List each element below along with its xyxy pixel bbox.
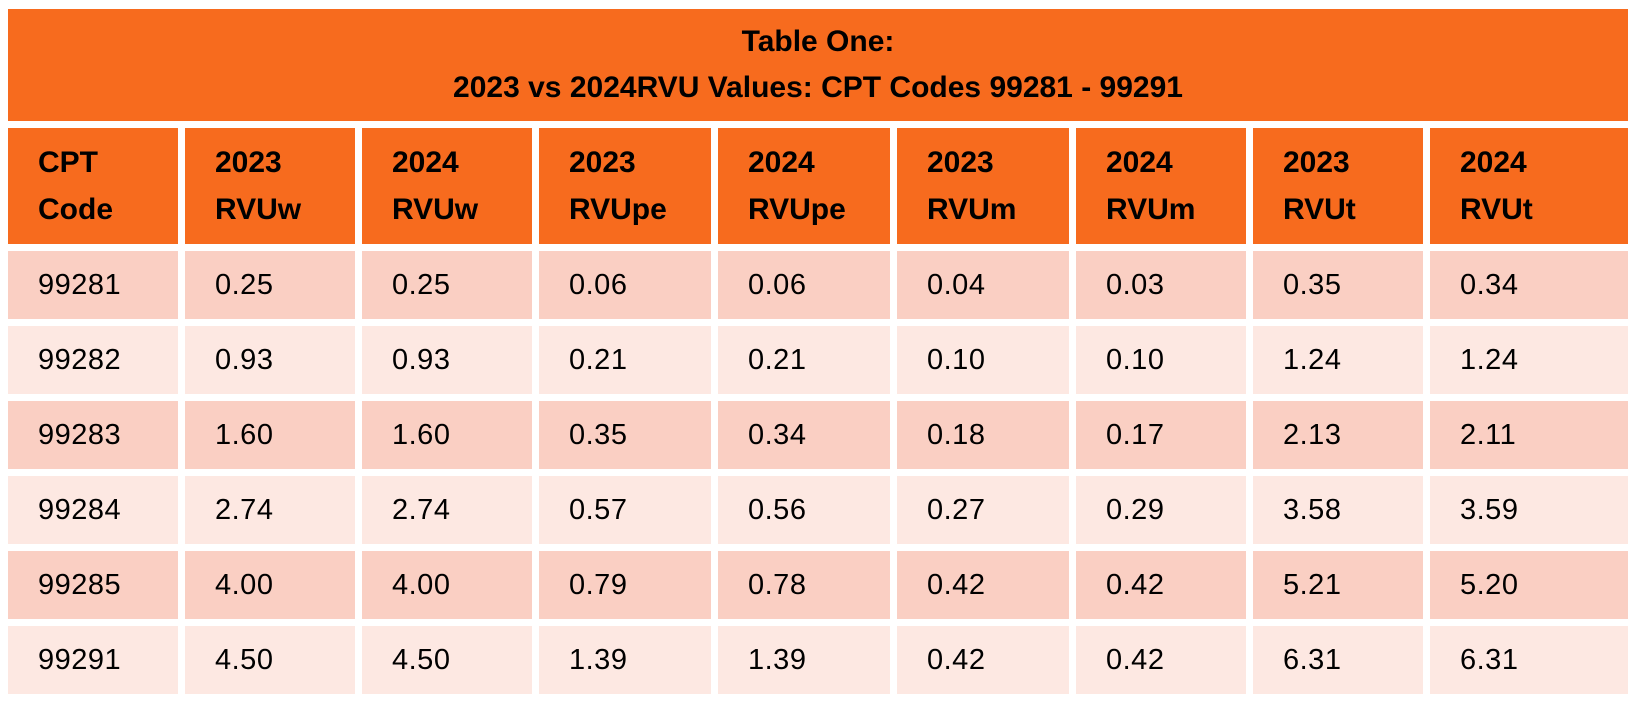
- table-title-row: Table One: 2023 vs 2024RVU Values: CPT C…: [8, 9, 1628, 121]
- rvu-value-cell: 0.56: [718, 476, 890, 544]
- rvu-value-cell: 0.27: [897, 476, 1069, 544]
- col-header-line2: RVUw: [392, 193, 479, 226]
- rvu-value-cell: 4.00: [185, 551, 355, 619]
- rvu-value-cell: 0.34: [718, 401, 890, 469]
- cpt-code-cell: 99291: [8, 626, 178, 694]
- rvu-value-cell: 1.39: [718, 626, 890, 694]
- rvu-value-cell: 5.20: [1430, 551, 1628, 619]
- rvu-value-cell: 0.03: [1076, 251, 1246, 319]
- rvu-value-cell: 6.31: [1430, 626, 1628, 694]
- rvu-value-cell: 0.25: [362, 251, 532, 319]
- cpt-code-cell: 99281: [8, 251, 178, 319]
- rvu-value-cell: 5.21: [1253, 551, 1423, 619]
- col-header-cpt-code: CPT Code: [8, 128, 178, 244]
- table-row-99282: 99282 0.93 0.93 0.21 0.21 0.10 0.10 1.24…: [8, 326, 1628, 394]
- col-header-line1: 2024: [748, 146, 815, 179]
- col-header-line1: 2023: [927, 146, 994, 179]
- col-header-2023-rvut: 2023 RVUt: [1253, 128, 1423, 244]
- rvu-value-cell: 0.21: [718, 326, 890, 394]
- rvu-value-cell: 2.13: [1253, 401, 1423, 469]
- table-row-99281: 99281 0.25 0.25 0.06 0.06 0.04 0.03 0.35…: [8, 251, 1628, 319]
- table-title: Table One: 2023 vs 2024RVU Values: CPT C…: [8, 9, 1628, 121]
- rvu-value-cell: 0.42: [1076, 626, 1246, 694]
- col-header-line2: RVUm: [927, 193, 1017, 226]
- rvu-value-cell: 0.35: [539, 401, 711, 469]
- col-header-2024-rvupe: 2024 RVUpe: [718, 128, 890, 244]
- rvu-value-cell: 0.93: [185, 326, 355, 394]
- col-header-line1: 2024: [392, 146, 459, 179]
- rvu-value-cell: 6.31: [1253, 626, 1423, 694]
- table-header-row: CPT Code 2023 RVUw 2024 RVUw 2023 RVUpe …: [8, 128, 1628, 244]
- table-row-99285: 99285 4.00 4.00 0.79 0.78 0.42 0.42 5.21…: [8, 551, 1628, 619]
- cpt-code-cell: 99283: [8, 401, 178, 469]
- rvu-value-cell: 2.74: [362, 476, 532, 544]
- col-header-line1: 2023: [1283, 146, 1350, 179]
- table-row-99291: 99291 4.50 4.50 1.39 1.39 0.42 0.42 6.31…: [8, 626, 1628, 694]
- col-header-line2: RVUm: [1106, 193, 1196, 226]
- col-header-line1: 2023: [569, 146, 636, 179]
- col-header-2023-rvum: 2023 RVUm: [897, 128, 1069, 244]
- rvu-value-cell: 4.50: [362, 626, 532, 694]
- rvu-value-cell: 0.57: [539, 476, 711, 544]
- col-header-2023-rvupe: 2023 RVUpe: [539, 128, 711, 244]
- rvu-value-cell: 0.42: [897, 626, 1069, 694]
- rvu-value-cell: 3.58: [1253, 476, 1423, 544]
- rvu-value-cell: 0.04: [897, 251, 1069, 319]
- rvu-value-cell: 1.60: [185, 401, 355, 469]
- rvu-value-cell: 1.39: [539, 626, 711, 694]
- rvu-value-cell: 0.42: [1076, 551, 1246, 619]
- col-header-line1: 2023: [215, 146, 282, 179]
- rvu-value-cell: 0.25: [185, 251, 355, 319]
- rvu-value-cell: 0.78: [718, 551, 890, 619]
- col-header-line2: RVUt: [1283, 193, 1356, 226]
- col-header-2023-rvuw: 2023 RVUw: [185, 128, 355, 244]
- rvu-value-cell: 4.00: [362, 551, 532, 619]
- rvu-value-cell: 0.10: [897, 326, 1069, 394]
- col-header-2024-rvut: 2024 RVUt: [1430, 128, 1628, 244]
- col-header-line1: 2024: [1106, 146, 1173, 179]
- rvu-value-cell: 2.11: [1430, 401, 1628, 469]
- table-row-99284: 99284 2.74 2.74 0.57 0.56 0.27 0.29 3.58…: [8, 476, 1628, 544]
- rvu-value-cell: 0.18: [897, 401, 1069, 469]
- col-header-2024-rvum: 2024 RVUm: [1076, 128, 1246, 244]
- table-title-line2: 2023 vs 2024RVU Values: CPT Codes 99281 …: [453, 71, 1183, 104]
- rvu-value-cell: 0.21: [539, 326, 711, 394]
- col-header-2024-rvuw: 2024 RVUw: [362, 128, 532, 244]
- col-header-line2: RVUpe: [748, 193, 846, 226]
- rvu-comparison-table: Table One: 2023 vs 2024RVU Values: CPT C…: [1, 2, 1635, 701]
- rvu-value-cell: 1.24: [1253, 326, 1423, 394]
- table-row-99283: 99283 1.60 1.60 0.35 0.34 0.18 0.17 2.13…: [8, 401, 1628, 469]
- col-header-line2: RVUpe: [569, 193, 667, 226]
- rvu-value-cell: 0.34: [1430, 251, 1628, 319]
- rvu-value-cell: 0.79: [539, 551, 711, 619]
- col-header-line2: RVUt: [1460, 193, 1533, 226]
- rvu-value-cell: 4.50: [185, 626, 355, 694]
- rvu-value-cell: 0.29: [1076, 476, 1246, 544]
- rvu-value-cell: 1.60: [362, 401, 532, 469]
- col-header-line2: Code: [38, 193, 113, 226]
- cpt-code-cell: 99285: [8, 551, 178, 619]
- col-header-line1: 2024: [1460, 146, 1527, 179]
- table-title-line1: Table One:: [741, 25, 895, 58]
- rvu-value-cell: 3.59: [1430, 476, 1628, 544]
- rvu-value-cell: 0.10: [1076, 326, 1246, 394]
- rvu-value-cell: 2.74: [185, 476, 355, 544]
- rvu-value-cell: 0.17: [1076, 401, 1246, 469]
- rvu-value-cell: 0.93: [362, 326, 532, 394]
- rvu-value-cell: 0.42: [897, 551, 1069, 619]
- cpt-code-cell: 99284: [8, 476, 178, 544]
- rvu-value-cell: 0.06: [539, 251, 711, 319]
- rvu-value-cell: 0.35: [1253, 251, 1423, 319]
- col-header-line1: CPT: [38, 146, 98, 179]
- col-header-line2: RVUw: [215, 193, 302, 226]
- rvu-value-cell: 1.24: [1430, 326, 1628, 394]
- cpt-code-cell: 99282: [8, 326, 178, 394]
- rvu-value-cell: 0.06: [718, 251, 890, 319]
